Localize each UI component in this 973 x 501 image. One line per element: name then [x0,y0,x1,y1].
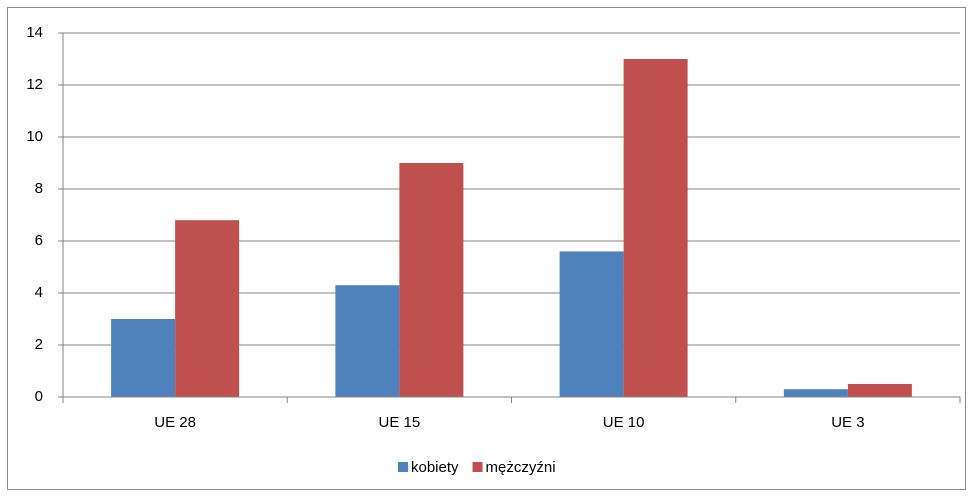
legend: kobiety mężczyźni [398,459,556,476]
bar [623,59,688,397]
y-tick-label: 10 [26,128,43,145]
x-tick-label: UE 15 [379,414,421,431]
bar [175,220,240,397]
x-tick-label: UE 28 [154,414,196,431]
y-tick-label: 12 [26,76,43,93]
bar [335,285,400,397]
bar [559,251,624,397]
x-tick-label: UE 10 [603,414,645,431]
bar [783,389,848,397]
y-tick-label: 0 [35,388,43,405]
x-tick-label: UE 3 [831,414,864,431]
y-tick-label: 8 [35,180,43,197]
bar [399,163,464,397]
legend-swatch [398,462,408,472]
y-tick-label: 14 [26,24,43,41]
legend-label: mężczyźni [486,459,556,476]
y-tick-label: 4 [35,284,43,301]
chart-border [7,7,966,490]
bar [111,319,176,397]
bar [847,384,912,397]
legend-swatch [472,462,483,472]
legend-label: kobiety [411,459,459,476]
y-tick-label: 6 [35,232,43,249]
y-tick-label: 2 [35,336,43,353]
